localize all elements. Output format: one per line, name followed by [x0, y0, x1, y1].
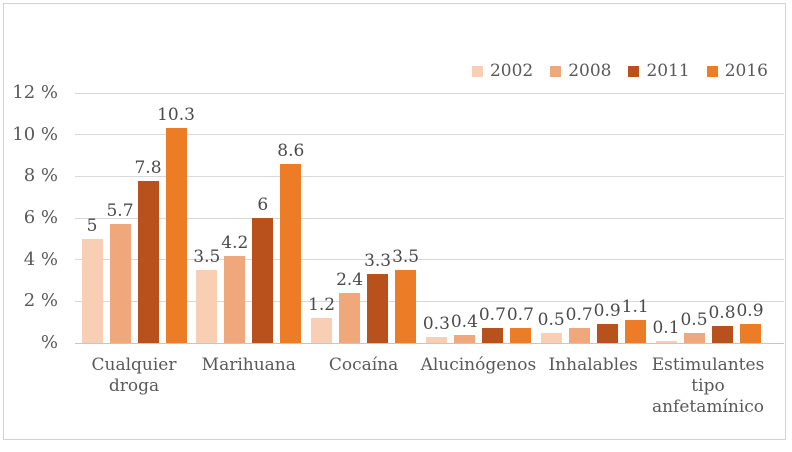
- bar-value-label: 4.2: [221, 232, 249, 253]
- legend-label: 2011: [646, 61, 690, 81]
- bar: [367, 274, 389, 343]
- bar-value-label: 0.5: [680, 309, 708, 330]
- bar-value-label: 0.7: [506, 305, 534, 326]
- bar-value-label: 6: [257, 195, 269, 215]
- legend: 2002 2008 2011 2016: [471, 57, 768, 85]
- bar: [395, 270, 417, 343]
- legend-item: 2016: [706, 61, 768, 81]
- legend-swatch: [471, 65, 483, 77]
- gridline: [75, 259, 784, 261]
- legend-item: 2011: [628, 61, 690, 81]
- y-axis-tick-label: 12 %: [12, 82, 58, 103]
- legend-swatch: [706, 65, 718, 77]
- bar-value-label: 1.1: [621, 297, 649, 318]
- gridline: [75, 92, 784, 94]
- bar: [252, 218, 274, 343]
- bar-value-label: 0.9: [736, 301, 764, 322]
- x-axis-category-label: Cocaína: [328, 355, 399, 375]
- bar-value-label: 0.5: [537, 309, 565, 330]
- bar: [596, 324, 618, 343]
- bar-value-label: 0.1: [652, 317, 680, 338]
- y-axis-tick-label: 4 %: [23, 248, 58, 270]
- x-axis-category-label: Estimulantes tipo anfetamínico: [651, 355, 765, 417]
- x-axis-line: [75, 342, 784, 344]
- gridline: [75, 300, 784, 302]
- x-axis-category-label: Inhalables: [548, 355, 638, 375]
- bar: [568, 328, 590, 343]
- bar: [453, 334, 475, 343]
- y-axis-tick-label: 8 %: [23, 165, 58, 187]
- bar-value-label: 0.8: [708, 303, 736, 324]
- legend-label: 2002: [489, 61, 534, 81]
- bar-value-label: 10.3: [157, 105, 195, 126]
- bar-value-label: 0.3: [422, 313, 450, 334]
- bar: [655, 340, 677, 343]
- bar-value-label: 5.7: [106, 201, 134, 222]
- bar-value-label: 0.4: [450, 311, 478, 332]
- bar-value-label: 0.9: [593, 301, 621, 322]
- bar: [481, 328, 503, 343]
- bar-value-label: 3.3: [364, 251, 392, 272]
- bar: [109, 224, 131, 343]
- gridline: [75, 175, 784, 177]
- legend-item: 2002: [471, 61, 534, 81]
- y-axis-tick-label: 2 %: [23, 290, 58, 312]
- bar-value-label: 8.6: [277, 140, 305, 161]
- bar: [624, 320, 646, 343]
- bar: [739, 324, 761, 343]
- bar: [165, 128, 187, 343]
- bar-value-label: 3.5: [392, 247, 420, 268]
- bar: [711, 326, 733, 343]
- bar: [196, 270, 218, 343]
- bar-value-label: 2.4: [336, 270, 364, 290]
- bar-value-label: 1.2: [308, 295, 336, 315]
- bar: [280, 163, 302, 343]
- bar: [81, 238, 103, 343]
- bar: [540, 332, 562, 343]
- x-axis-category-label: Marihuana: [201, 355, 296, 375]
- gridline: [75, 217, 784, 219]
- chart-frame: [3, 3, 786, 440]
- gridline: [75, 134, 784, 136]
- bar: [311, 318, 333, 343]
- y-axis-tick-label: 10 %: [12, 123, 58, 145]
- bar: [425, 336, 447, 343]
- bar-value-label: 0.7: [565, 305, 593, 326]
- y-axis-tick-label: %: [40, 332, 58, 353]
- bar: [137, 180, 159, 343]
- legend-swatch: [628, 65, 640, 77]
- bar: [509, 328, 531, 343]
- bar: [683, 332, 705, 343]
- bar-value-label: 5: [86, 215, 98, 236]
- legend-item: 2008: [550, 61, 611, 81]
- bar: [224, 255, 246, 343]
- y-axis-tick-label: 6 %: [23, 207, 58, 228]
- legend-swatch: [550, 65, 562, 77]
- bar: [339, 293, 361, 343]
- bar-value-label: 7.8: [134, 157, 162, 178]
- bar-value-label: 3.5: [193, 247, 221, 268]
- x-axis-category-label: Cualquier droga: [91, 355, 177, 396]
- legend-label: 2008: [568, 61, 612, 81]
- legend-label: 2016: [724, 61, 768, 81]
- bar-value-label: 0.7: [478, 305, 506, 326]
- x-axis-category-label: Alucinógenos: [420, 355, 537, 375]
